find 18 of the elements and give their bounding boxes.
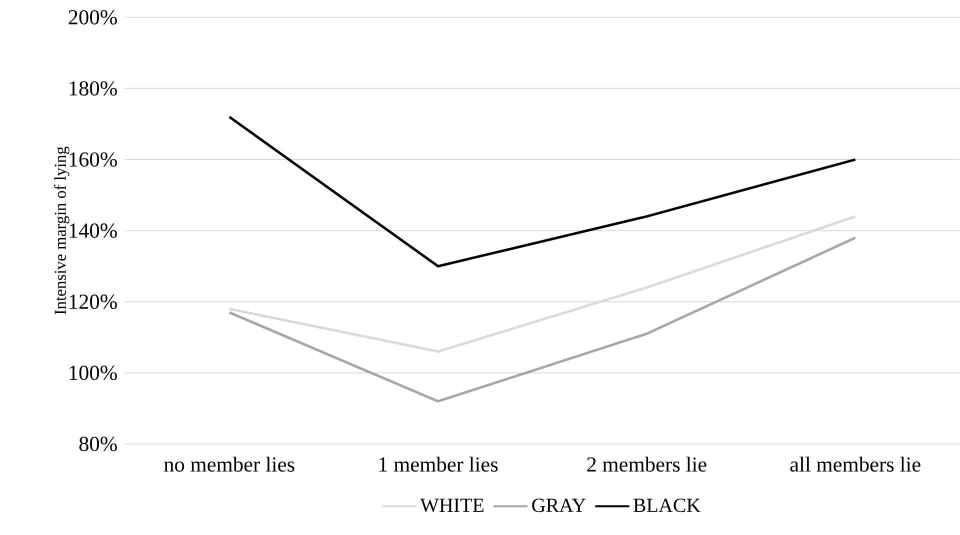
y-tick-label: 160% <box>70 152 117 167</box>
legend-label: WHITE <box>420 498 484 512</box>
y-tick-label: 140% <box>70 223 117 238</box>
legend-label: GRAY <box>532 498 586 512</box>
y-tick-label: 100% <box>70 366 117 380</box>
x-tick-label: 1 member lies <box>379 456 498 472</box>
y-tick-label: 120% <box>70 294 117 309</box>
line-series <box>228 215 857 353</box>
line-series <box>228 116 857 268</box>
x-tick-label: no member lies <box>164 456 294 472</box>
line-series <box>228 236 857 403</box>
y-tick-label: 200% <box>68 10 117 25</box>
y-tick-label: 180% <box>70 81 117 96</box>
y-tick-label: 80% <box>79 436 117 452</box>
x-tick-label: 2 members lie <box>587 456 706 472</box>
y-axis-title: Intensive margin of lying <box>54 146 70 314</box>
legend-label: BLACK <box>634 498 701 512</box>
x-tick-label: all members lie <box>790 456 920 472</box>
